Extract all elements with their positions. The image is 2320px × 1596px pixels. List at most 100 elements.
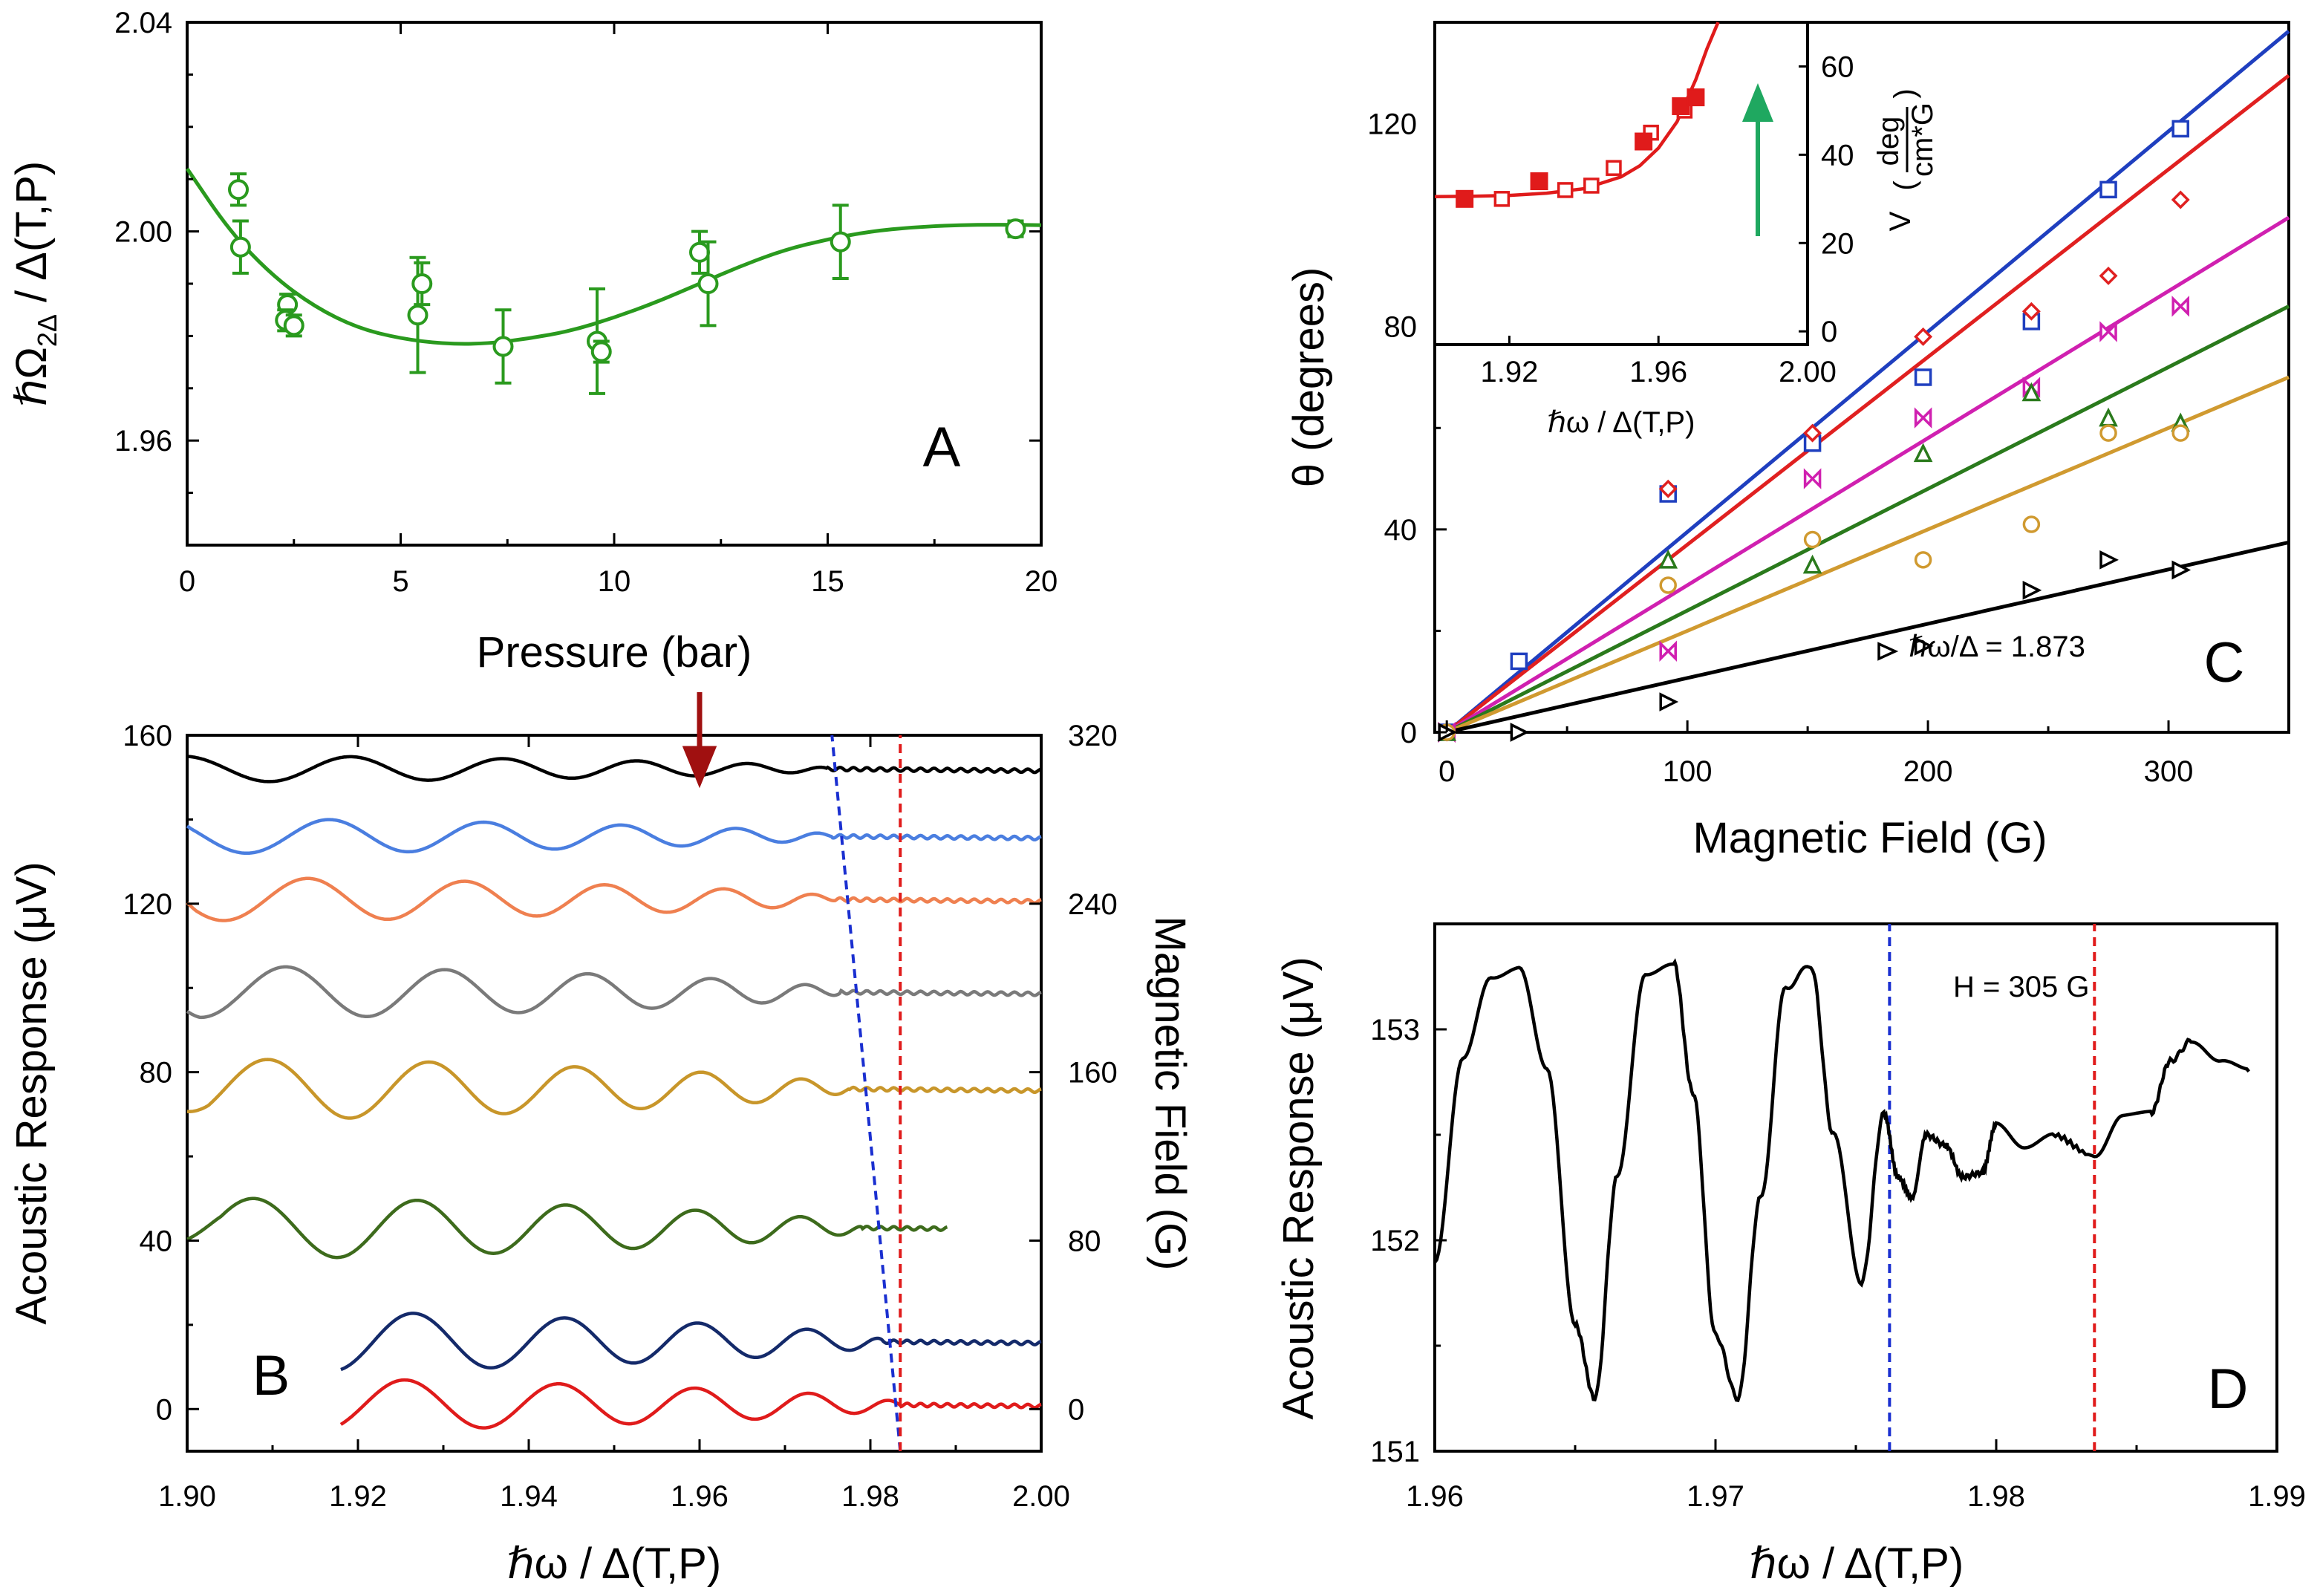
a-xtick-label: 20 (1025, 565, 1058, 598)
inset-frame (1433, 21, 1809, 346)
a-xtick-label: 15 (811, 565, 844, 598)
a-data-point (1005, 218, 1026, 240)
panel-c-inset: 1.92 1.96 2.00 0 20 40 60 ℏω / Δ(T,P) V ( deg … (1433, 21, 1939, 439)
d-trace (1433, 958, 2250, 1403)
panel-d-annotation: H = 305 G (1953, 971, 2089, 1003)
d-ytick-label: 153 (1370, 1014, 1420, 1046)
b-trace-trace-275G (186, 818, 1042, 856)
svg-text:deg: deg (1872, 117, 1905, 166)
c-point-green-triangles (2021, 382, 2042, 402)
c-ytick-label: 80 (1384, 311, 1418, 344)
inset-xtick-label: 1.96 (1629, 356, 1687, 388)
c-point-black-triangles (2099, 550, 2119, 570)
a-xtick-label: 10 (598, 565, 631, 598)
c-xtick-label: 0 (1438, 755, 1455, 788)
c-fit-magenta-bowties (1445, 215, 2290, 735)
d-xtick-label: 1.96 (1406, 1480, 1464, 1513)
d-xtick-label: 1.99 (2248, 1480, 2306, 1513)
c-point-magenta-bowties (1914, 407, 1932, 429)
c-point-red-diamonds (1803, 423, 1822, 443)
panel-a-label: A (923, 416, 961, 479)
panel-c-annotation: ℏω/Δ = 1.873 (1909, 631, 2085, 663)
inset-open-point (1583, 177, 1600, 194)
inset-filled-point (1530, 172, 1548, 191)
svg-text:cm*G: cm*G (1906, 102, 1939, 177)
inset-ylabel-open-paren: ( (1889, 180, 1921, 191)
c-point-orange-circles (1659, 576, 1677, 594)
b-xtick-label: 1.96 (671, 1480, 729, 1513)
a-data-point (228, 179, 249, 201)
c-point-green-triangles (1658, 549, 1678, 569)
a-xtick-label: 5 (392, 565, 408, 598)
panel-b: 1.90 1.92 1.94 1.96 1.98 2.00 0 0 40 80 80 160 120 24… (7, 692, 1194, 1588)
inset-ytick-label: 0 (1821, 316, 1837, 348)
c-point-magenta-bowties (1803, 468, 1822, 489)
a-data-point (830, 231, 851, 253)
c-point-black-triangles (1510, 723, 1530, 742)
b-trace-trace-90G (186, 1196, 948, 1260)
panel-d: 1.96 1.97 1.98 1.99 151 152 153 H = 305 G ℏω /… (1274, 922, 2306, 1588)
inset-xtick-label: 2.00 (1779, 356, 1837, 388)
b-trace-trace-200G (186, 965, 1042, 1020)
c-xtick-label: 300 (2144, 755, 2194, 788)
inset-ytick-label: 20 (1821, 227, 1854, 260)
b-ytick-label: 120 (123, 888, 172, 921)
inset-open-point (1606, 160, 1622, 176)
d-ytick-label: 151 (1370, 1436, 1420, 1468)
inset-open-point (1493, 191, 1511, 207)
down-arrow-icon (682, 692, 717, 789)
c-point-green-triangles (2099, 407, 2118, 427)
svg-text:V: V (1884, 211, 1917, 231)
panel-a-xlabel: Pressure (bar) (477, 628, 752, 677)
d-xtick-label: 1.97 (1687, 1480, 1744, 1513)
b-ytick-label: 80 (140, 1057, 173, 1089)
inset-ylabel-close-paren: ) (1889, 88, 1921, 98)
b-xtick-label: 1.94 (500, 1480, 558, 1513)
c-fit-blue-squares (1445, 30, 2290, 734)
c-point-orange-circles (2099, 424, 2117, 442)
c-ytick-label: 120 (1367, 108, 1417, 141)
inset-filled-point (1672, 97, 1690, 115)
inset-open-point (1557, 182, 1574, 198)
b-y2tick-label: 320 (1068, 720, 1118, 752)
b-blue-dashed-line (830, 735, 902, 1452)
a-ytick-label: 2.04 (114, 7, 172, 39)
b-y2tick-label: 80 (1068, 1225, 1101, 1257)
b-xtick-label: 2.00 (1012, 1480, 1070, 1513)
c-point-magenta-bowties (2171, 296, 2189, 317)
panel-b-ylabel: Acoustic Response (μV) (7, 861, 56, 1324)
panel-b-xlabel: ℏω / Δ(T,P) (507, 1540, 721, 1588)
c-ytick-label: 40 (1384, 514, 1418, 547)
up-arrow-head-icon (1742, 83, 1773, 122)
panel-b-label: B (252, 1344, 290, 1407)
c-point-magenta-bowties (1659, 640, 1677, 662)
inset-filled-point (1687, 88, 1705, 107)
c-ytick-label: 0 (1401, 717, 1417, 749)
c-point-orange-circles (1914, 551, 1932, 569)
c-point-green-triangles (1802, 554, 1822, 574)
c-point-red-diamonds (2099, 266, 2118, 285)
inset-ytick-label: 60 (1821, 51, 1854, 83)
d-xtick-label: 1.98 (1967, 1480, 2025, 1513)
c-point-blue-squares (1914, 368, 1932, 386)
c-xtick-label: 100 (1663, 755, 1713, 788)
a-xtick-label: 0 (179, 565, 195, 598)
panel-a-ylabel: ℏΩ2Δ / Δ(T,P) (7, 161, 62, 407)
c-point-blue-squares (1510, 652, 1528, 671)
a-data-point (590, 341, 612, 362)
a-ytick-label: 1.96 (114, 425, 172, 457)
c-point-red-diamonds (1658, 479, 1678, 498)
panel-d-label: D (2208, 1358, 2249, 1421)
panel-b-y2label: Magnetic Field (G) (1146, 916, 1194, 1270)
c-point-black-triangles (1659, 692, 1679, 711)
c-point-orange-circles (1803, 530, 1822, 549)
b-xtick-label: 1.92 (329, 1480, 387, 1513)
c-fit-red-diamonds (1445, 74, 2290, 734)
inset-filled-point (1456, 189, 1474, 208)
a-data-point (229, 236, 251, 258)
d-ytick-label: 152 (1370, 1225, 1420, 1257)
c-fit-orange-circles (1446, 375, 2290, 735)
b-y2tick-label: 160 (1068, 1057, 1118, 1089)
